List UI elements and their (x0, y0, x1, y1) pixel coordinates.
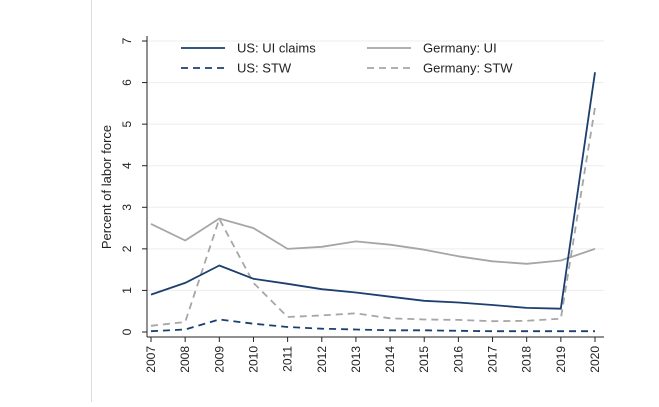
legend-label: Germany: STW (423, 61, 513, 76)
x-tick-label: 2017 (486, 346, 500, 373)
series-line-germany-ui (150, 217, 596, 265)
series-line-us-stw (150, 318, 595, 333)
x-tick-label: 2014 (383, 346, 397, 373)
y-tick-label: 3 (120, 204, 134, 211)
y-tick-label: 0 (120, 328, 134, 335)
x-tick-label: 2011 (281, 346, 295, 372)
series-lines (150, 72, 596, 333)
y-ticks: 0 1 2 3 4 5 6 7 (120, 37, 147, 335)
gridlines (147, 40, 604, 291)
x-tick-label: 2013 (349, 346, 363, 373)
x-tick-label: 2016 (451, 346, 465, 373)
axes: Percent of labor force (99, 36, 604, 338)
legend: US: UI claims Germany: UI US: STW Germany: … (181, 41, 513, 76)
x-tick-label: 2009 (212, 346, 226, 373)
legend-label: Germany: UI (423, 41, 497, 56)
y-tick-label: 4 (120, 162, 134, 169)
x-ticks: 2007 2008 2009 2010 2011 2012 2013 2014 2015 2016… (144, 337, 602, 373)
series-line-us-ui-claims (150, 72, 596, 310)
y-tick-label: 7 (120, 37, 134, 44)
x-tick-label: 2007 (144, 346, 158, 373)
x-tick-label: 2010 (246, 346, 260, 373)
y-tick-label: 6 (120, 79, 134, 86)
x-tick-label: 2015 (417, 346, 431, 373)
line-chart: Percent of labor force 0 1 2 3 4 5 6 7 2007 2008… (99, 36, 604, 373)
x-tick-label: 2008 (178, 346, 192, 373)
x-tick-label: 2020 (588, 346, 602, 373)
legend-label: US: UI claims (237, 41, 316, 56)
y-axis-label: Percent of labor force (99, 125, 114, 249)
y-tick-label: 5 (120, 120, 134, 127)
y-tick-label: 1 (120, 287, 134, 294)
x-tick-label: 2019 (554, 346, 568, 373)
legend-label: US: STW (237, 61, 292, 76)
x-tick-label: 2018 (520, 346, 534, 373)
x-tick-label: 2012 (315, 346, 329, 373)
chart-frame: Percent of labor force 0 1 2 3 4 5 6 7 2007 2008… (91, 0, 659, 402)
y-tick-label: 2 (120, 245, 134, 252)
series-line-germany-stw (150, 107, 596, 327)
